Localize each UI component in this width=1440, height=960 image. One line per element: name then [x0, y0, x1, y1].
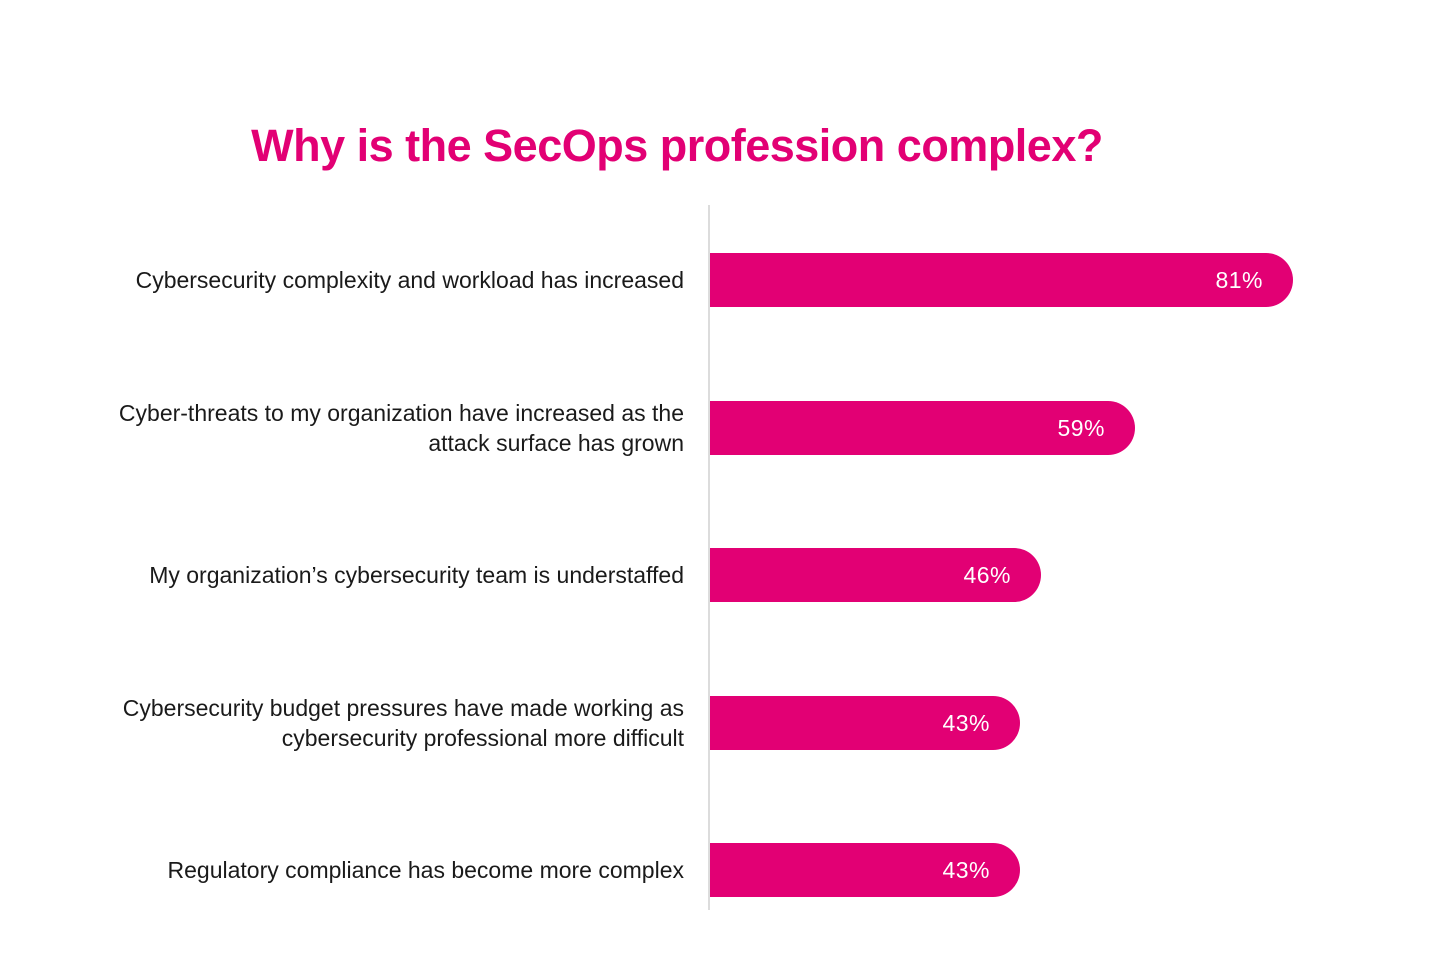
bar-value-label: 59%: [1057, 414, 1105, 441]
category-label: Regulatory compliance has become more co…: [167, 857, 684, 883]
bar: 43%: [710, 696, 1020, 750]
bar-value-label: 43%: [942, 856, 990, 883]
category-label: Cybersecurity complexity and workload ha…: [135, 267, 684, 293]
category-label: Cybersecurity budget pressures have made…: [122, 695, 684, 751]
bar-value-label: 43%: [942, 709, 990, 736]
category-label: Cyber-threats to my organization have in…: [118, 400, 684, 456]
axis-baseline: [708, 205, 710, 910]
category-label: My organization’s cybersecurity team is …: [149, 562, 684, 588]
bar: 43%: [710, 843, 1020, 897]
bar-value-label: 81%: [1215, 266, 1263, 293]
bar-value-label: 46%: [963, 561, 1011, 588]
bar: 46%: [710, 548, 1041, 602]
bar: 81%: [710, 253, 1293, 307]
chart-title: Why is the SecOps profession complex?: [251, 120, 1103, 172]
bar: 59%: [710, 401, 1135, 455]
